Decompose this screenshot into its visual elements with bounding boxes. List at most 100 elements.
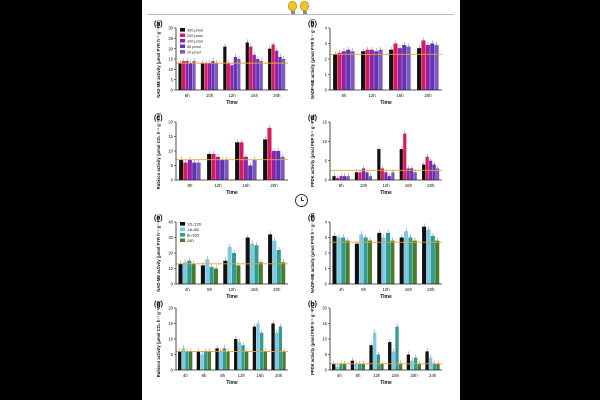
bar	[230, 65, 234, 90]
legend-label: 50 μmol	[187, 45, 201, 49]
bar	[263, 351, 267, 370]
bar	[381, 237, 386, 284]
x-tick-label: 16h	[242, 183, 250, 188]
y-axis-label: NAD-ME activity (μmol PYR h⁻¹ g⁻¹FW)	[156, 214, 161, 292]
chart-panel-3: (c) 0 5 10 15 20 8h 12h 16h 20h Time Rubisco activi…	[154, 112, 288, 196]
y-axis-label: NAD-ME activity (μmol PYR h⁻¹ g⁻¹FW)	[156, 20, 161, 98]
bar	[226, 63, 230, 90]
y-axis-label: Rubisco activity (μmol CO₂ h⁻¹ g⁻¹FW)	[156, 112, 161, 189]
panel-label: (h)	[308, 301, 317, 308]
x-tick-label: 20h	[410, 373, 418, 378]
x-axis-label: Time	[226, 294, 238, 300]
bar	[252, 326, 257, 370]
bar	[239, 142, 244, 180]
bar	[430, 235, 435, 284]
bar	[223, 260, 228, 284]
bar	[425, 45, 430, 90]
x-tick-label: 8h	[220, 373, 225, 378]
x-axis-label: Time	[380, 380, 392, 386]
bar	[281, 262, 286, 284]
bar	[368, 176, 373, 180]
bar	[179, 159, 184, 180]
bar	[346, 49, 351, 90]
bar	[404, 231, 409, 284]
x-tick-label: 20h	[273, 93, 281, 98]
x-tick-label: 16h	[256, 373, 264, 378]
bar	[220, 159, 225, 180]
bar	[402, 45, 407, 90]
y-tick-label: 0	[325, 282, 328, 287]
y-tick-label: 15	[168, 134, 173, 139]
x-tick-label: 16h	[405, 183, 413, 188]
bar	[207, 63, 212, 90]
bar	[426, 229, 431, 284]
bar	[244, 351, 249, 370]
x-tick-label: 8h	[339, 183, 344, 188]
legend-swatch	[180, 233, 185, 237]
bar	[403, 133, 407, 180]
bar	[204, 63, 208, 90]
bar	[335, 178, 340, 180]
bar	[361, 51, 366, 90]
y-tick-label: 15	[168, 57, 173, 62]
bar	[391, 351, 396, 370]
bar	[422, 226, 427, 284]
bar	[417, 48, 422, 90]
bar	[259, 61, 263, 90]
bar	[359, 234, 364, 284]
bar	[215, 156, 220, 180]
x-axis-label: Time	[226, 100, 238, 106]
bar	[369, 345, 373, 370]
x-tick-label: 12h	[382, 287, 390, 292]
bar	[178, 263, 183, 284]
bar	[406, 46, 411, 90]
bar	[278, 56, 282, 90]
bar	[345, 240, 350, 284]
x-tick-label: 12h	[214, 183, 222, 188]
bar	[237, 59, 241, 90]
legend-label: 200 μmol	[187, 34, 203, 38]
bar	[183, 162, 188, 180]
bar	[391, 172, 395, 180]
legend-label: 100 μmol	[187, 40, 203, 44]
bar	[271, 151, 276, 180]
bar	[417, 363, 421, 370]
bar	[211, 153, 216, 180]
x-tick-label: 20h	[424, 93, 432, 98]
x-tick-label: 12h	[228, 287, 236, 292]
bar	[268, 48, 272, 90]
bar	[182, 262, 187, 284]
y-tick-label: 5	[171, 163, 174, 168]
bar	[399, 149, 403, 180]
bar	[354, 363, 358, 370]
bar	[252, 159, 257, 180]
y-tick-label: 20	[168, 251, 173, 256]
x-tick-label: 12h	[382, 183, 390, 188]
x-axis-label: Time	[226, 380, 238, 386]
bar	[374, 51, 379, 90]
bar	[365, 172, 369, 180]
bar	[192, 61, 196, 90]
bar	[282, 59, 286, 90]
y-tick-label: 5	[171, 352, 174, 357]
bar	[361, 168, 366, 180]
y-tick-label: 1	[325, 72, 328, 77]
chart-panel-6: (f) 0 1 2 3 4 4h 8h 12h 16h 20h Time NADP-ME activit…	[308, 212, 442, 300]
chart-panel-2: (b) 0 1 2 3 4 8h 12h 16h 20h Time NADP-ME activity …	[308, 18, 442, 106]
y-tick-label: 0	[325, 178, 328, 183]
bar	[196, 162, 201, 180]
bar	[389, 49, 394, 90]
bar	[188, 63, 193, 90]
legend-swatch	[180, 39, 185, 43]
x-tick-label: 16h	[392, 373, 400, 378]
bar	[245, 237, 250, 284]
bar	[350, 51, 355, 90]
x-tick-label: 16h	[251, 93, 259, 98]
bar	[200, 63, 205, 90]
bar	[282, 351, 286, 370]
legend-swatch	[180, 44, 185, 49]
y-tick-label: 3	[325, 235, 328, 240]
bar	[378, 49, 383, 90]
bar	[432, 363, 437, 370]
x-tick-label: 4h	[183, 373, 188, 378]
